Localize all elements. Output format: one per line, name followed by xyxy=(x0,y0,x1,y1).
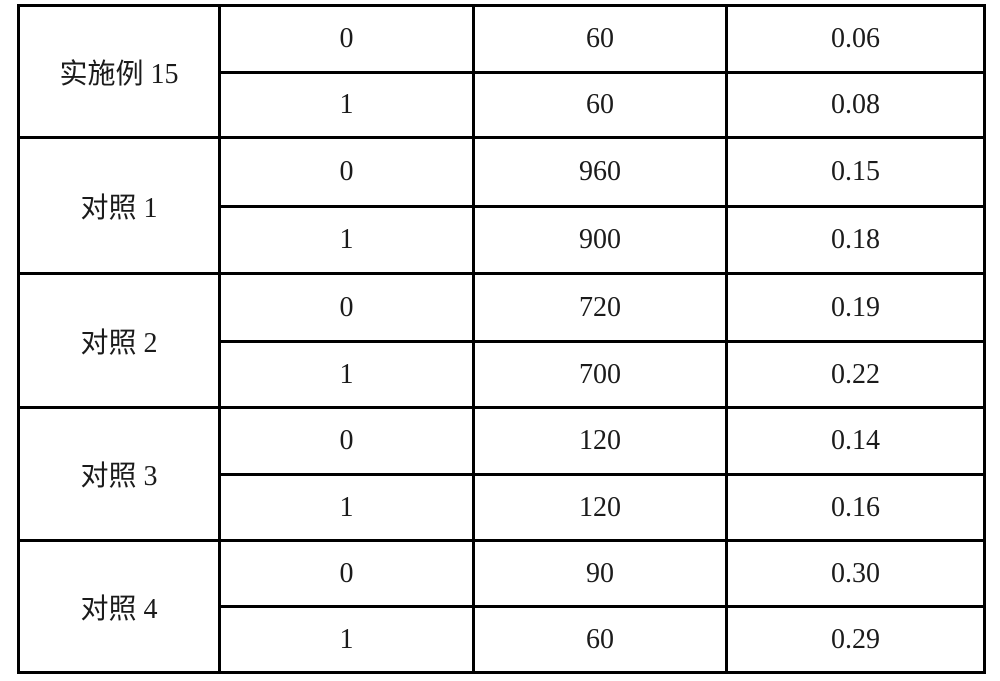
data-cell: 0.06 xyxy=(727,6,985,73)
table-row: 对照 301200.14 xyxy=(19,408,985,475)
data-cell-text: 0 xyxy=(221,156,472,188)
stage: 实施例 150600.061600.08对照 109600.1519000.18… xyxy=(0,0,1000,681)
data-cell-text: 90 xyxy=(475,558,725,590)
data-cell-text: 1 xyxy=(221,359,472,391)
data-cell-text: 0 xyxy=(221,292,472,324)
data-cell-text: 900 xyxy=(475,224,725,256)
data-cell: 1 xyxy=(220,73,474,138)
data-cell: 0.15 xyxy=(727,138,985,207)
data-cell: 1 xyxy=(220,475,474,541)
label-cell-text: 对照 1 xyxy=(20,186,218,226)
data-cell: 0.29 xyxy=(727,607,985,673)
table-row: 对照 40900.30 xyxy=(19,541,985,607)
label-cell-text: 对照 3 xyxy=(20,454,218,494)
data-cell: 0 xyxy=(220,408,474,475)
data-cell: 1 xyxy=(220,342,474,408)
data-cell-text: 0.18 xyxy=(728,224,983,256)
data-cell-text: 0.22 xyxy=(728,359,983,391)
data-cell: 1 xyxy=(220,607,474,673)
data-cell: 90 xyxy=(474,541,727,607)
label-cell: 对照 1 xyxy=(19,138,220,274)
data-cell: 700 xyxy=(474,342,727,408)
data-cell: 60 xyxy=(474,607,727,673)
data-cell-text: 60 xyxy=(475,89,725,121)
data-cell: 120 xyxy=(474,475,727,541)
data-cell: 120 xyxy=(474,408,727,475)
data-cell: 0 xyxy=(220,541,474,607)
label-cell: 对照 2 xyxy=(19,274,220,408)
data-cell: 0.30 xyxy=(727,541,985,607)
data-cell-text: 0 xyxy=(221,23,472,55)
data-cell-text: 1 xyxy=(221,624,472,656)
data-table: 实施例 150600.061600.08对照 109600.1519000.18… xyxy=(17,4,986,674)
label-cell-text: 对照 4 xyxy=(20,587,218,627)
data-cell-text: 1 xyxy=(221,492,472,524)
table-row: 对照 109600.15 xyxy=(19,138,985,207)
data-cell-text: 0.08 xyxy=(728,89,983,121)
data-cell-text: 0.30 xyxy=(728,558,983,590)
data-cell: 1 xyxy=(220,207,474,274)
label-cell: 对照 4 xyxy=(19,541,220,673)
label-cell-text: 实施例 15 xyxy=(20,52,218,92)
data-cell-text: 0 xyxy=(221,558,472,590)
label-cell: 对照 3 xyxy=(19,408,220,541)
data-cell: 0 xyxy=(220,138,474,207)
data-cell-text: 0.16 xyxy=(728,492,983,524)
data-cell: 0.22 xyxy=(727,342,985,408)
data-cell: 0.18 xyxy=(727,207,985,274)
data-cell-text: 60 xyxy=(475,624,725,656)
data-cell-text: 700 xyxy=(475,359,725,391)
data-cell: 900 xyxy=(474,207,727,274)
label-cell: 实施例 15 xyxy=(19,6,220,138)
data-cell-text: 0.15 xyxy=(728,156,983,188)
data-cell: 0.14 xyxy=(727,408,985,475)
data-cell-text: 0.19 xyxy=(728,292,983,324)
data-cell-text: 60 xyxy=(475,23,725,55)
data-cell: 0 xyxy=(220,6,474,73)
data-cell-text: 0.06 xyxy=(728,23,983,55)
data-cell-text: 1 xyxy=(221,224,472,256)
data-cell-text: 960 xyxy=(475,156,725,188)
data-cell: 960 xyxy=(474,138,727,207)
data-cell: 720 xyxy=(474,274,727,342)
table-row: 实施例 150600.06 xyxy=(19,6,985,73)
table-row: 对照 207200.19 xyxy=(19,274,985,342)
data-cell-text: 0.29 xyxy=(728,624,983,656)
data-cell: 0 xyxy=(220,274,474,342)
data-cell: 0.16 xyxy=(727,475,985,541)
data-cell: 0.19 xyxy=(727,274,985,342)
data-cell: 0.08 xyxy=(727,73,985,138)
data-cell: 60 xyxy=(474,6,727,73)
data-cell-text: 0.14 xyxy=(728,425,983,457)
data-cell-text: 1 xyxy=(221,89,472,121)
data-cell-text: 720 xyxy=(475,292,725,324)
data-cell-text: 120 xyxy=(475,425,725,457)
data-cell-text: 120 xyxy=(475,492,725,524)
label-cell-text: 对照 2 xyxy=(20,321,218,361)
data-cell: 60 xyxy=(474,73,727,138)
data-cell-text: 0 xyxy=(221,425,472,457)
